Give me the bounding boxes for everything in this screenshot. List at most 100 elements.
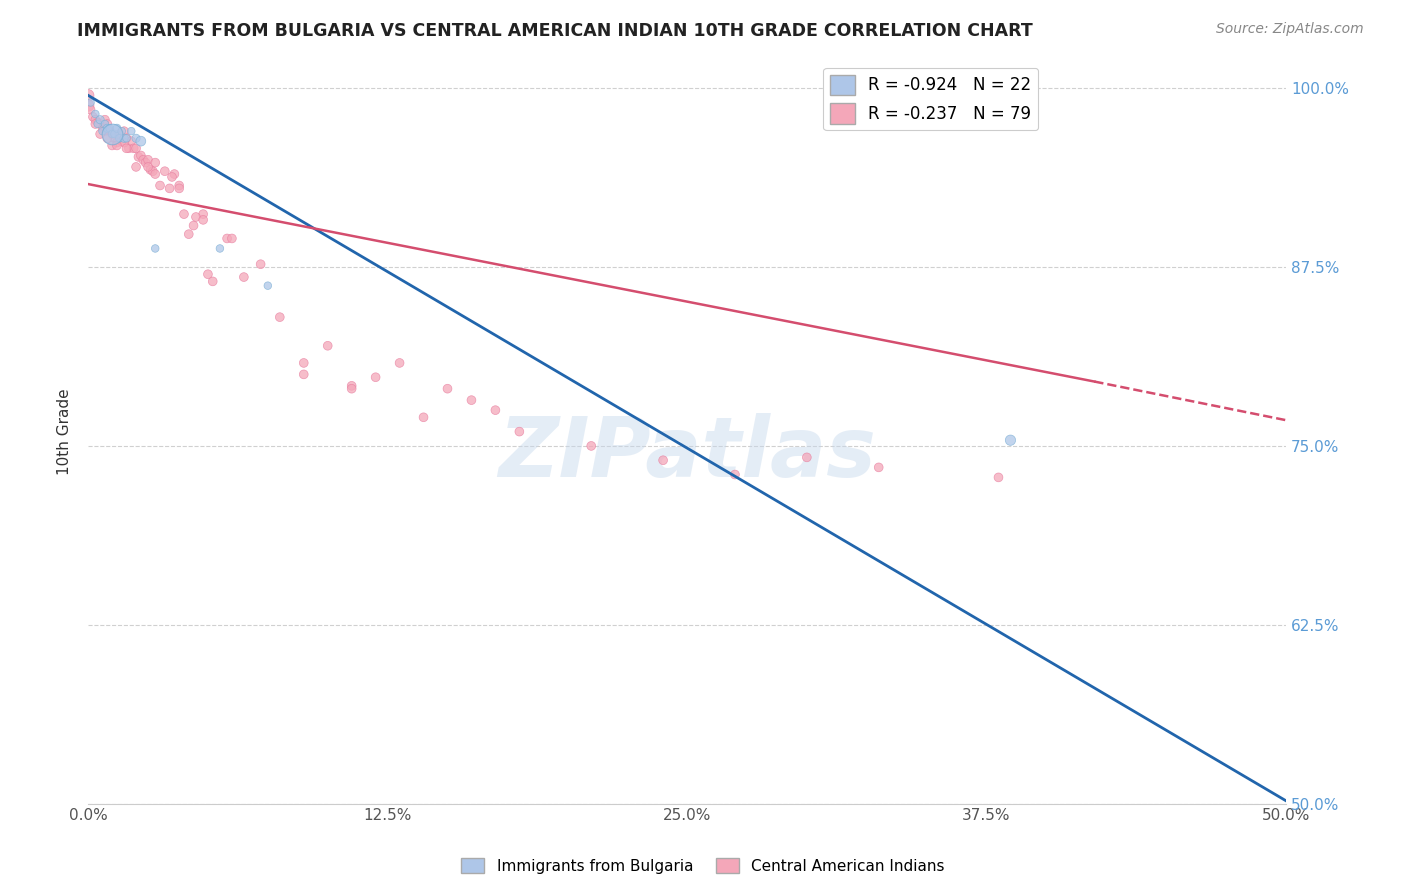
Point [256,278,278,293]
Point [103,131,125,145]
Point [127,150,149,164]
Point [91,124,114,138]
Point [159,181,181,195]
Point [136,160,159,174]
Point [120,134,142,148]
Point [98,124,121,138]
Point [868,460,890,475]
Point [388,356,411,370]
Legend: Immigrants from Bulgaria, Central American Indians: Immigrants from Bulgaria, Central Americ… [456,852,950,880]
Point [340,379,363,393]
Point [249,257,271,271]
Point [89,127,111,141]
Point [340,382,363,396]
Point [191,212,214,227]
Point [91,121,114,136]
Point [94,112,117,127]
Point [105,136,128,150]
Point [581,439,603,453]
Point [112,136,135,150]
Point [115,141,138,155]
Point [1000,433,1022,447]
Point [87,117,110,131]
Point [105,121,128,136]
Point [436,382,458,396]
Point [167,178,190,193]
Text: IMMIGRANTS FROM BULGARIA VS CENTRAL AMERICAN INDIAN 10TH GRADE CORRELATION CHART: IMMIGRANTS FROM BULGARIA VS CENTRAL AMER… [77,22,1033,40]
Point [292,356,315,370]
Point [129,148,152,162]
Point [217,231,239,245]
Point [163,167,186,181]
Point [160,169,183,184]
Point [197,267,219,281]
Point [201,274,224,288]
Point [94,117,117,131]
Point [652,453,675,467]
Point [139,162,162,177]
Point [125,131,148,145]
Point [269,310,291,325]
Y-axis label: 10th Grade: 10th Grade [58,388,72,475]
Point [111,134,134,148]
Point [136,153,159,167]
Point [94,124,117,138]
Point [125,160,148,174]
Point [796,450,818,465]
Point [143,155,166,169]
Point [77,98,100,112]
Point [183,219,205,233]
Point [111,124,134,138]
Point [316,339,339,353]
Point [108,127,131,141]
Point [153,164,176,178]
Point [120,124,142,138]
Point [105,138,128,153]
Point [208,242,231,256]
Point [135,155,157,169]
Point [142,164,165,178]
Point [184,210,207,224]
Point [724,467,747,482]
Point [115,131,138,145]
Point [101,127,124,141]
Point [82,110,104,124]
Point [412,410,434,425]
Point [84,112,107,127]
Point [84,117,107,131]
Point [364,370,387,384]
Point [98,121,121,136]
Point [129,134,152,148]
Text: ZIPatlas: ZIPatlas [498,413,876,494]
Point [112,124,135,138]
Point [101,127,124,141]
Point [108,131,131,145]
Point [143,242,166,256]
Point [122,141,145,155]
Point [89,117,111,131]
Point [112,131,135,145]
Point [173,207,195,221]
Point [115,131,138,145]
Point [79,103,101,117]
Point [232,270,254,285]
Point [77,88,100,103]
Point [96,131,118,145]
Point [987,470,1010,484]
Point [149,178,172,193]
Point [460,393,482,408]
Point [101,127,124,141]
Point [96,121,118,136]
Point [79,95,101,110]
Point [89,112,111,127]
Point [167,181,190,195]
Point [125,141,148,155]
Legend: R = -0.924   N = 22, R = -0.237   N = 79: R = -0.924 N = 22, R = -0.237 N = 79 [824,68,1038,130]
Point [221,231,243,245]
Point [508,425,530,439]
Point [87,115,110,129]
Point [118,141,141,155]
Point [96,117,118,131]
Point [484,403,506,417]
Text: Source: ZipAtlas.com: Source: ZipAtlas.com [1216,22,1364,37]
